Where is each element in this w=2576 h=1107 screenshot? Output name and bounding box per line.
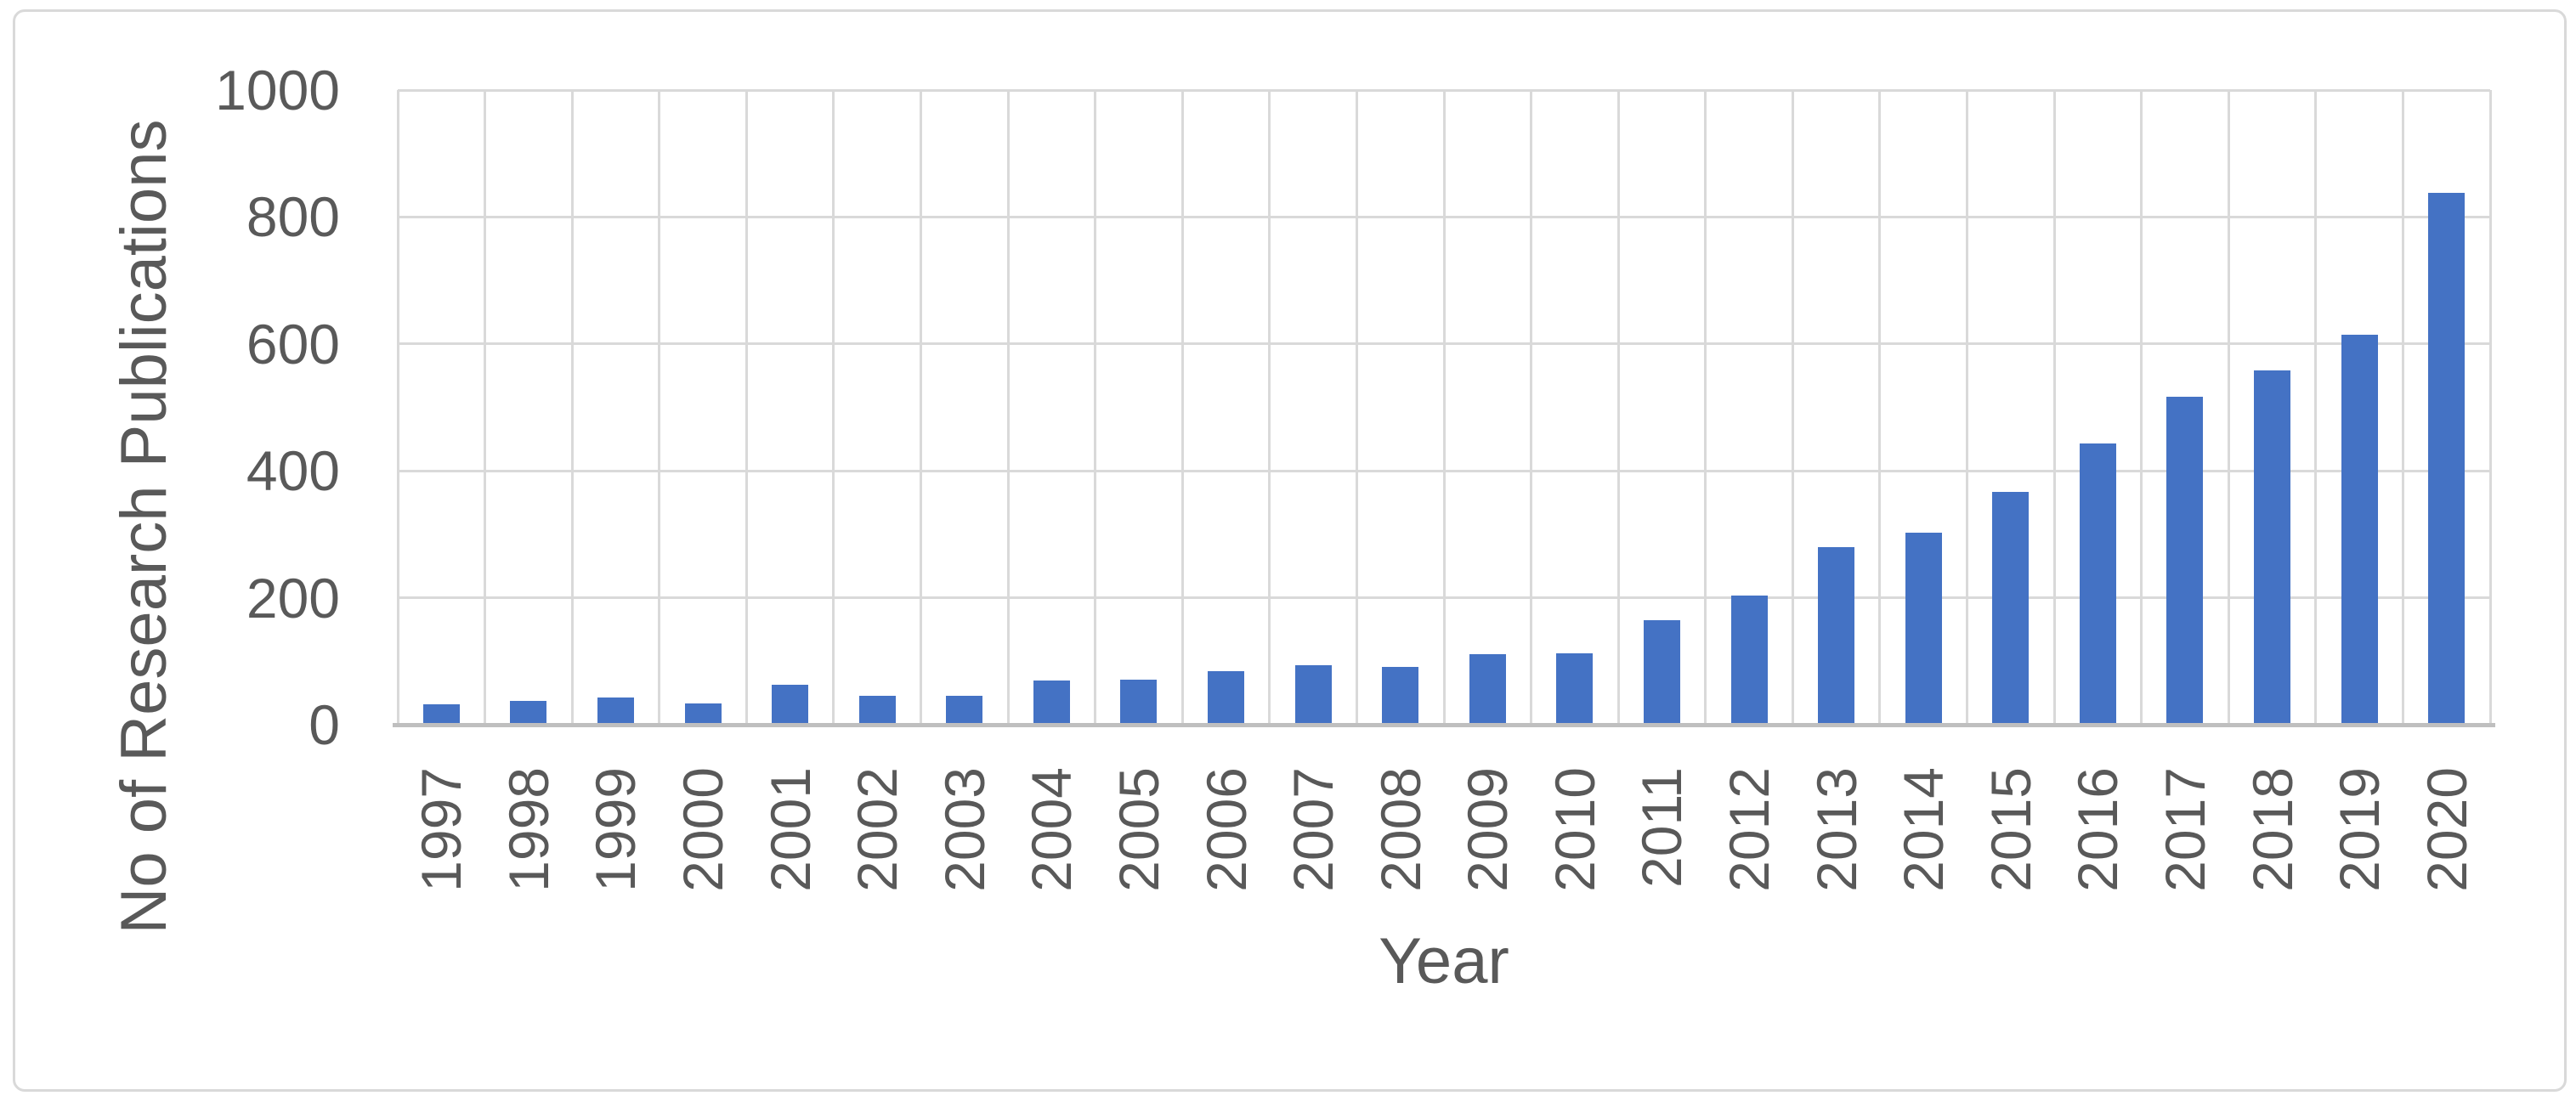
y-tick-600: 600 [246, 312, 340, 376]
gridline-x-4 [744, 90, 748, 725]
gridline-x-5 [832, 90, 835, 725]
bar-2001 [772, 684, 809, 725]
x-tick-1997: 1997 [410, 767, 473, 892]
bar-2005 [1120, 679, 1158, 725]
gridline-x-18 [1966, 90, 1968, 725]
x-axis-title: Year [1379, 925, 1509, 997]
bar-2009 [1469, 654, 1506, 725]
bar-2006 [1208, 670, 1245, 725]
gridline-x-22 [2314, 90, 2318, 725]
x-tick-2013: 2013 [1804, 767, 1868, 892]
gridline-x-21 [2227, 90, 2230, 725]
chart-border [13, 9, 2567, 1092]
bar-2007 [1294, 664, 1332, 725]
x-tick-1998: 1998 [496, 767, 560, 892]
bar-1999 [597, 697, 634, 725]
bar-2020 [2428, 193, 2466, 725]
x-tick-2019: 2019 [2328, 767, 2392, 892]
x-tick-2001: 2001 [758, 767, 822, 892]
gridline-x-15 [1704, 90, 1707, 725]
x-tick-2002: 2002 [846, 767, 909, 892]
gridline-x-9 [1180, 90, 1184, 725]
gridline-x-20 [2140, 90, 2143, 725]
bar-2008 [1382, 667, 1419, 725]
x-tick-2000: 2000 [671, 767, 735, 892]
y-tick-0: 0 [309, 693, 340, 756]
bar-2003 [946, 695, 983, 725]
bar-2004 [1033, 681, 1070, 725]
y-tick-800: 800 [246, 185, 340, 249]
gridline-x-17 [1878, 90, 1882, 725]
gridline-x-2 [570, 90, 574, 725]
y-tick-1000: 1000 [215, 59, 340, 121]
bar-2000 [684, 703, 722, 725]
x-tick-2016: 2016 [2066, 767, 2130, 892]
bar-2002 [858, 696, 896, 725]
gridline-x-24 [2488, 90, 2492, 725]
bar-2017 [2166, 396, 2204, 725]
bar-2019 [2341, 335, 2378, 725]
gridline-x-19 [2052, 90, 2056, 725]
gridline-x-13 [1530, 90, 1533, 725]
x-tick-2004: 2004 [1020, 767, 1084, 892]
gridline-x-8 [1094, 90, 1097, 725]
bar-2010 [1556, 652, 1594, 725]
x-tick-1999: 1999 [584, 767, 648, 892]
x-tick-2015: 2015 [1979, 767, 2042, 892]
y-tick-400: 400 [246, 439, 340, 503]
bar-2014 [1905, 532, 1942, 725]
bar-2016 [2079, 443, 2116, 725]
bar-2011 [1643, 619, 1680, 725]
bar-2015 [1992, 491, 2030, 725]
gridline-x-14 [1616, 90, 1620, 725]
x-tick-2014: 2014 [1892, 767, 1956, 892]
y-axis-title: No of Research Publications [108, 119, 180, 935]
x-tick-2012: 2012 [1718, 767, 1781, 892]
gridline-x-16 [1791, 90, 1794, 725]
plot-area [396, 88, 2492, 725]
x-axis-line [393, 723, 2495, 727]
gridline-x-11 [1355, 90, 1358, 725]
gridline-x-6 [920, 90, 922, 725]
gridline-x-0 [396, 90, 399, 725]
gridline-x-10 [1268, 90, 1271, 725]
x-tick-2003: 2003 [932, 767, 996, 892]
gridline-x-7 [1006, 90, 1010, 725]
gridline-x-1 [484, 90, 487, 725]
bar-2018 [2254, 370, 2291, 725]
x-tick-2017: 2017 [2153, 767, 2216, 892]
x-tick-2005: 2005 [1107, 767, 1170, 892]
bar-1998 [510, 701, 547, 725]
gridline-x-12 [1442, 90, 1446, 725]
x-tick-2018: 2018 [2240, 767, 2304, 892]
gridline-x-23 [2401, 90, 2404, 725]
bar-1997 [422, 704, 460, 725]
gridline-x-3 [658, 90, 661, 725]
y-tick-200: 200 [246, 566, 340, 630]
bar-2013 [1818, 546, 1855, 725]
x-tick-2020: 2020 [2415, 767, 2478, 892]
bar-2012 [1730, 595, 1768, 725]
